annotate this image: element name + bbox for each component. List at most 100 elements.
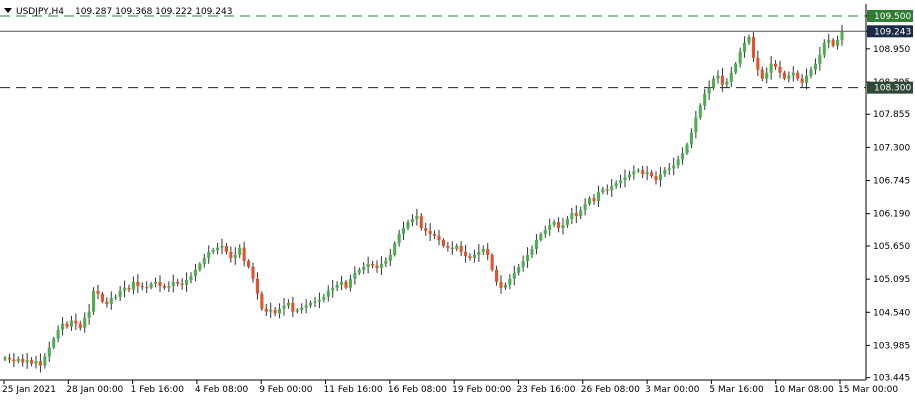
bear-candle (495, 269, 499, 282)
bull-candle (384, 260, 388, 264)
bear-candle (38, 361, 42, 366)
bull-candle (791, 72, 795, 76)
bull-candle (304, 305, 308, 308)
bull-candle (632, 171, 636, 175)
time-tick-label: 19 Feb 00:00 (452, 385, 511, 395)
bear-candle (7, 357, 11, 360)
bull-candle (685, 144, 689, 154)
bull-candle (393, 242, 397, 255)
bull-candle (317, 299, 321, 302)
bull-candle (109, 297, 113, 304)
bull-candle (521, 260, 525, 267)
bear-candle (247, 260, 251, 267)
price-tick-label: 106.745 (873, 177, 910, 187)
bear-candle (229, 251, 233, 258)
price-tick-label: 108.950 (873, 45, 910, 55)
bull-candle (614, 183, 618, 187)
bear-candle (760, 69, 764, 79)
bear-candle (242, 247, 246, 261)
bull-candle (672, 165, 676, 169)
bear-candle (424, 228, 428, 232)
bull-candle (406, 222, 410, 229)
bull-candle (410, 219, 414, 223)
bull-candle (171, 281, 175, 286)
time-tick-label: 1 Feb 16:00 (131, 385, 185, 395)
bear-candle (796, 72, 800, 79)
bear-candle (459, 245, 463, 252)
bull-candle (734, 63, 738, 73)
bear-candle (273, 309, 277, 314)
bull-candle (813, 63, 817, 70)
time-tick-label: 23 Feb 16:00 (516, 385, 575, 395)
bull-candle (16, 358, 20, 362)
bull-candle (747, 36, 751, 43)
bull-candle (698, 105, 702, 118)
bull-candle (530, 248, 534, 255)
bull-candle (455, 245, 459, 249)
bear-candle (751, 36, 755, 58)
bear-candle (419, 216, 423, 229)
bull-candle (818, 54, 822, 64)
bear-candle (30, 360, 34, 364)
bull-candle (472, 254, 476, 258)
bull-candle (61, 323, 65, 330)
bear-candle (650, 172, 654, 177)
bull-candle (309, 302, 313, 306)
bull-candle (596, 192, 600, 202)
bull-candle (512, 272, 516, 279)
price-tick-label: 103.445 (873, 374, 910, 384)
bull-candle (388, 254, 392, 261)
bull-candle (56, 329, 60, 339)
bull-candle (362, 266, 366, 270)
bull-candle (123, 287, 127, 291)
bear-candle (592, 198, 596, 202)
bear-candle (344, 281, 348, 288)
support-badge: 108.300 (867, 81, 913, 94)
bear-candle (371, 263, 375, 266)
bull-candle (149, 283, 153, 288)
bull-candle (415, 216, 419, 220)
bull-candle (353, 272, 357, 279)
bull-candle (167, 285, 171, 288)
bull-candle (295, 309, 299, 312)
bear-candle (499, 281, 503, 288)
bull-candle (548, 225, 552, 230)
bear-candle (127, 287, 131, 290)
bull-candle (552, 222, 556, 226)
bear-candle (756, 57, 760, 70)
bull-candle (703, 93, 707, 106)
bull-candle (379, 263, 383, 269)
bear-candle (428, 231, 432, 235)
bull-candle (765, 72, 769, 79)
bear-candle (654, 176, 658, 181)
bear-candle (800, 78, 804, 83)
bull-candle (198, 263, 202, 270)
time-axis-ticks: 25 Jan 2021 28 Jan 00:00 1 Feb 16:00 4 Feb … (2, 380, 898, 395)
dropdown-triangle-icon[interactable] (4, 8, 12, 13)
bear-candle (720, 75, 724, 85)
time-tick-label: 3 Mar 00:00 (645, 385, 700, 395)
bear-candle (291, 302, 295, 312)
bull-candle (348, 278, 352, 288)
bull-candle (326, 290, 330, 297)
bull-candle (52, 338, 56, 348)
bear-candle (140, 285, 144, 288)
bull-candle (809, 69, 813, 76)
bull-candle (636, 170, 640, 172)
bull-candle (822, 42, 826, 55)
bull-candle (539, 234, 543, 240)
bear-candle (78, 323, 82, 328)
bull-candle (840, 31, 844, 40)
bull-candle (189, 275, 193, 281)
bull-candle (725, 81, 729, 85)
bull-candle (623, 177, 627, 181)
symbol-label: USDJPY,H4 (16, 7, 64, 17)
bear-candle (12, 359, 16, 362)
bull-candle (69, 320, 73, 327)
bear-candle (105, 301, 109, 304)
bear-candle (446, 245, 450, 248)
bear-candle (158, 281, 162, 286)
resistance-badge: 109.500 (867, 9, 913, 22)
bull-candle (366, 263, 370, 267)
bear-candle (486, 248, 490, 255)
